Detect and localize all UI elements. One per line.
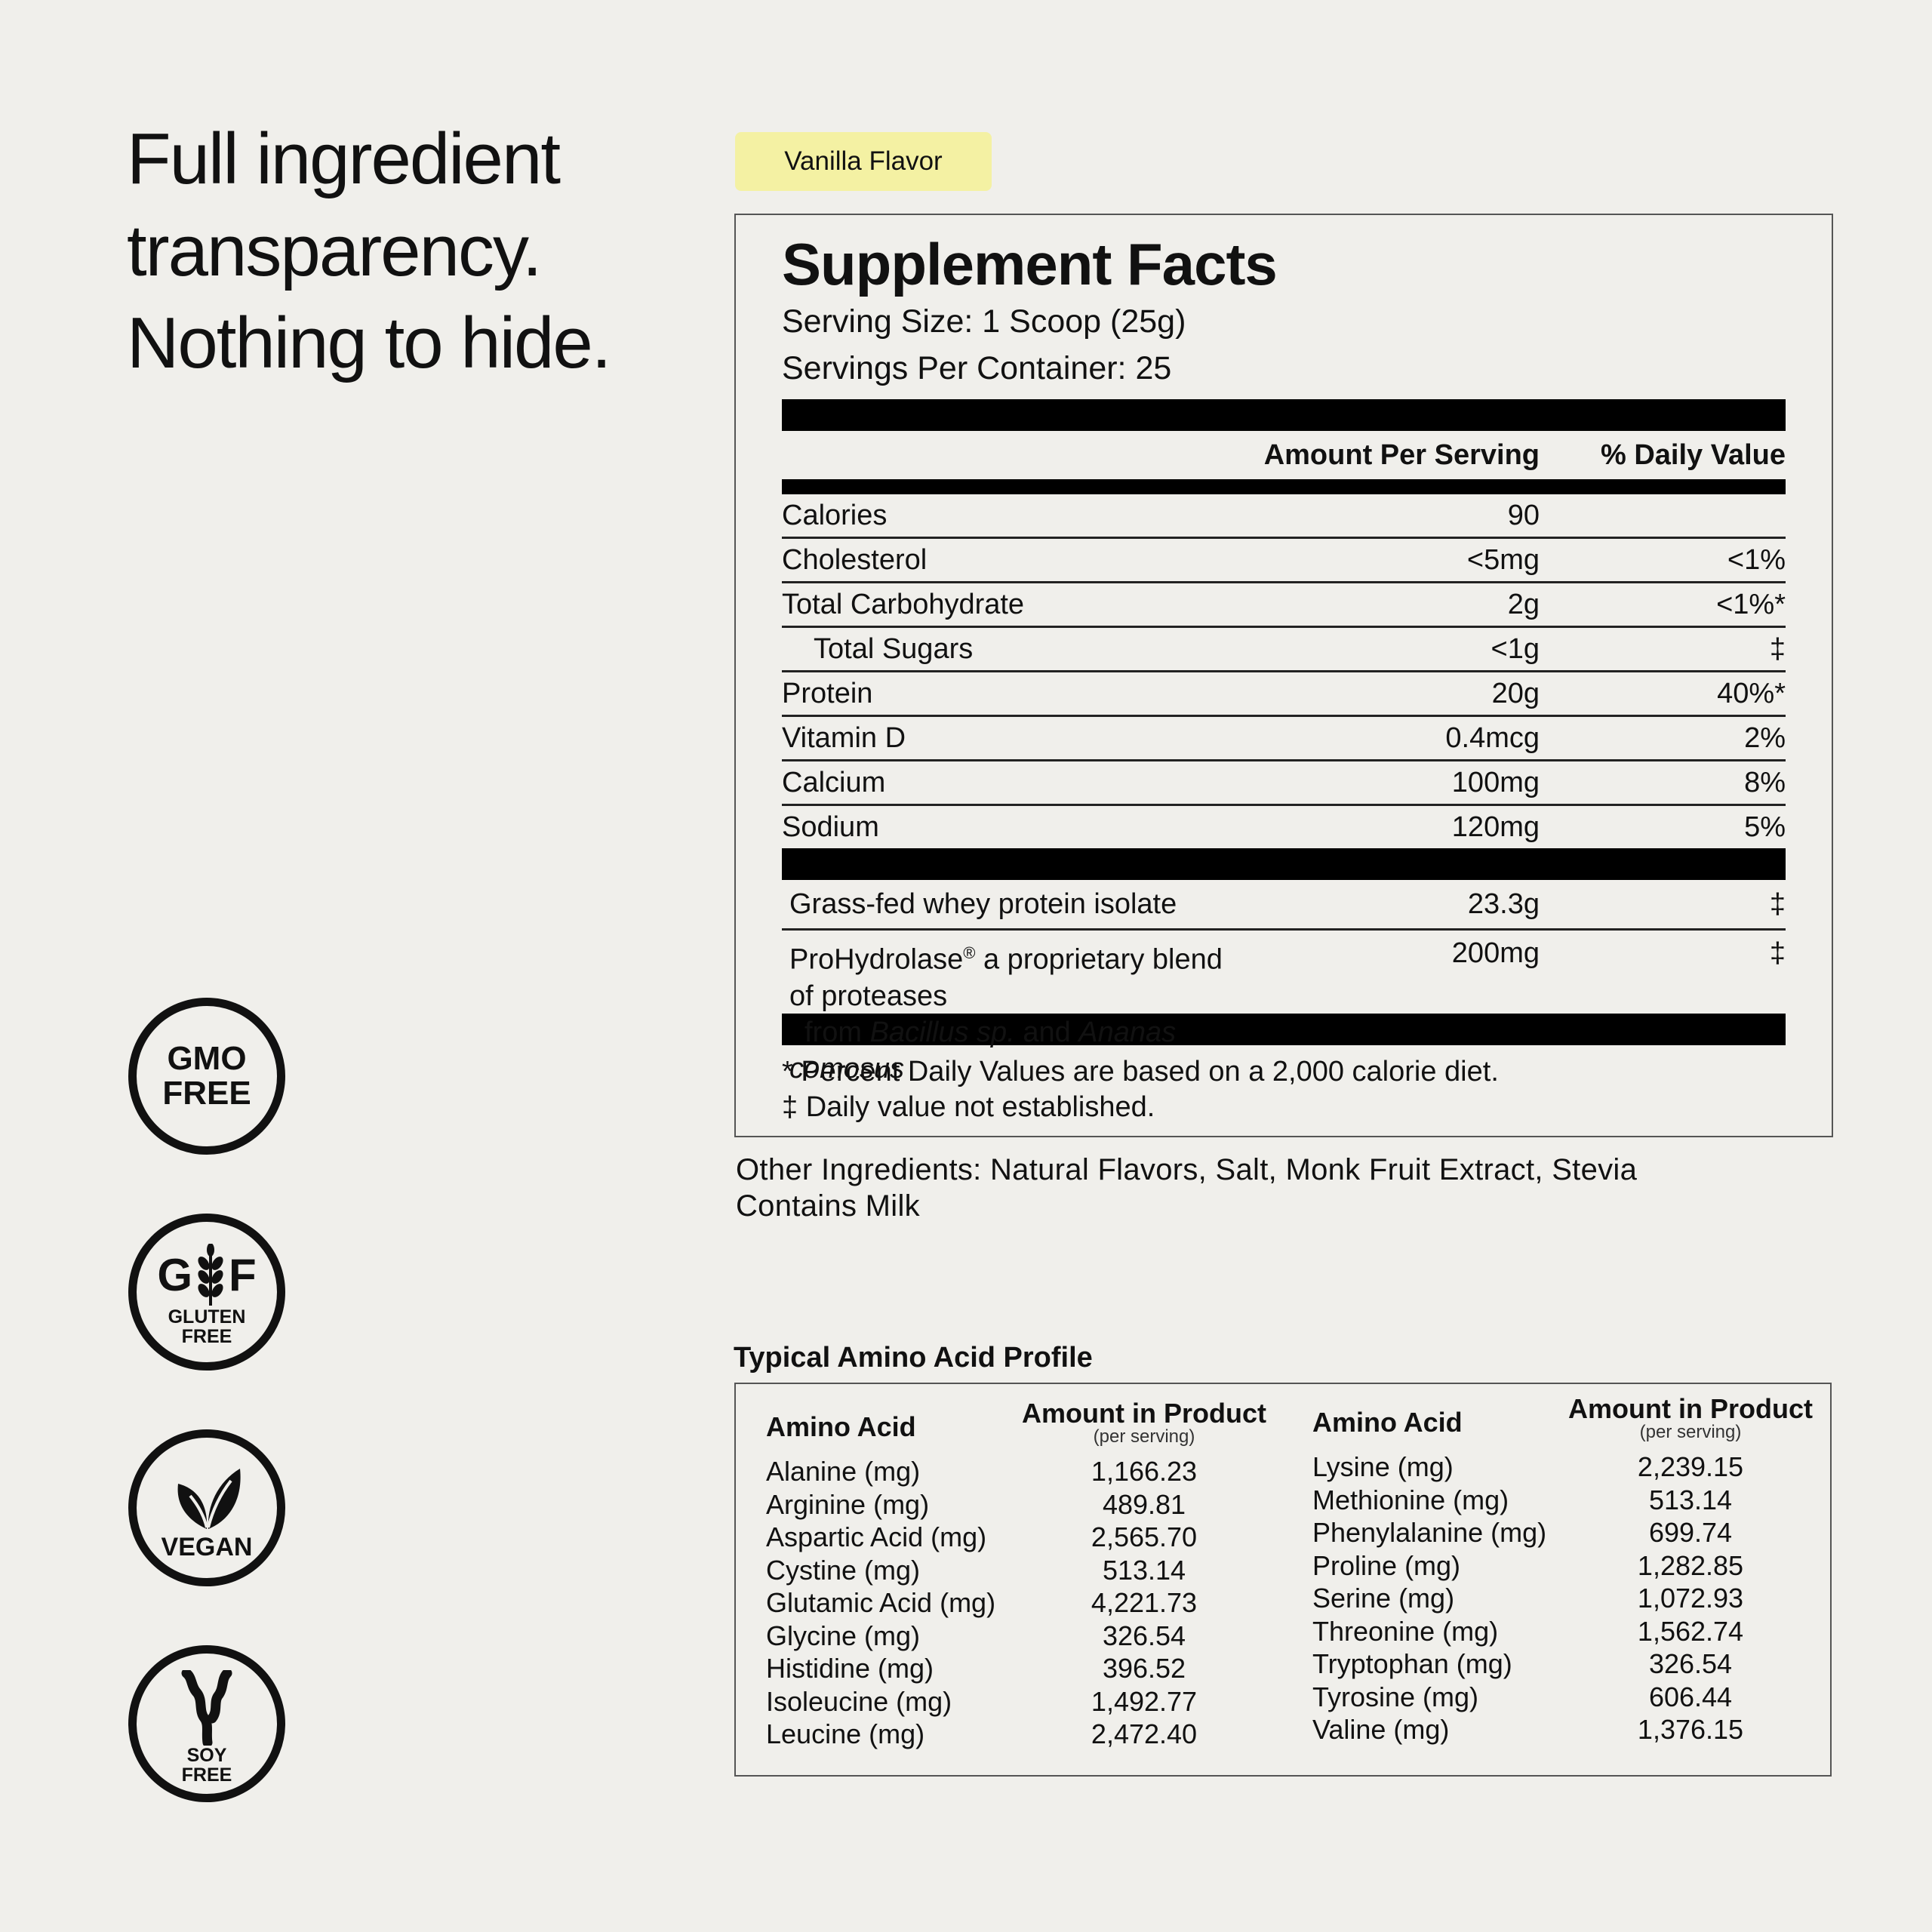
divider-bar bbox=[782, 399, 1786, 431]
ingredient-row: ProHydrolase® a proprietary blend of pro… bbox=[789, 937, 1786, 1084]
headline: Full ingredient transparency. Nothing to… bbox=[127, 113, 731, 389]
amino-row: Tyrosine (mg) 606.44 bbox=[1312, 1681, 1733, 1712]
divider-bar bbox=[782, 479, 1786, 494]
gmo-free-label-2: FREE bbox=[162, 1075, 251, 1112]
amino-header: Amino Acid Amount in Product (per serving… bbox=[766, 1398, 1266, 1447]
amino-row: Phenylalanine (mg) 699.74 bbox=[1312, 1517, 1733, 1548]
soy-free-badge: SOY FREE bbox=[128, 1645, 285, 1802]
gmo-free-label-1: GMO bbox=[167, 1040, 247, 1077]
divider-bar bbox=[782, 848, 1786, 880]
footnote-not-established: ‡ Daily value not established. bbox=[782, 1091, 1155, 1123]
gluten-free-letter-f: F bbox=[229, 1250, 257, 1300]
facts-header-row: Amount Per Serving % Daily Value bbox=[782, 431, 1786, 479]
servings-per-container: Servings Per Container: 25 bbox=[782, 350, 1172, 386]
other-ingredients-text: Other Ingredients: Natural Flavors, Salt… bbox=[736, 1153, 1638, 1186]
soy-free-label-1: SOY bbox=[186, 1745, 227, 1766]
amino-row: Cystine (mg) 513.14 bbox=[766, 1554, 1186, 1586]
flavor-tag: Vanilla Flavor bbox=[735, 132, 992, 191]
amino-column-right: Amino Acid Amount in Product (per serving… bbox=[1312, 1395, 1815, 1746]
facts-row: Cholesterol <5mg <1% bbox=[782, 539, 1786, 583]
amino-header: Amino Acid Amount in Product (per serving… bbox=[1312, 1393, 1813, 1442]
gmo-free-badge: GMO FREE bbox=[128, 998, 285, 1155]
amino-row: Aspartic Acid (mg) 2,565.70 bbox=[766, 1521, 1198, 1552]
facts-row: Total Sugars <1g ‡ bbox=[782, 628, 1786, 672]
amino-row: Alanine (mg) 1,166.23 bbox=[766, 1456, 1198, 1487]
headline-line-3: Nothing to hide. bbox=[127, 303, 611, 383]
soybean-icon bbox=[181, 1670, 232, 1746]
col-amount-header: Amount Per Serving bbox=[1263, 438, 1540, 471]
divider-bar bbox=[782, 1014, 1786, 1045]
headline-line-1: Full ingredient bbox=[127, 118, 561, 199]
amino-row: Tryptophan (mg) 326.54 bbox=[1312, 1648, 1733, 1679]
amino-row: Threonine (mg) 1,562.74 bbox=[1312, 1615, 1744, 1647]
facts-row: Total Carbohydrate 2g <1%* bbox=[782, 583, 1786, 628]
other-ingredients: Other Ingredients: Natural Flavors, Salt… bbox=[736, 1152, 1637, 1224]
vegan-badge: VEGAN bbox=[128, 1429, 285, 1586]
facts-row: Protein 20g 40%* bbox=[782, 672, 1786, 717]
amino-row: Proline (mg) 1,282.85 bbox=[1312, 1549, 1744, 1581]
gluten-free-letter-g: G bbox=[157, 1250, 192, 1300]
amino-row: Leucine (mg) 2,472.40 bbox=[766, 1718, 1198, 1749]
gluten-free-label-1: GLUTEN bbox=[168, 1306, 246, 1327]
amino-row: Glutamic Acid (mg) 4,221.73 bbox=[766, 1587, 1198, 1618]
amino-row: Glycine (mg) 326.54 bbox=[766, 1620, 1186, 1651]
footnote-daily-values: * Percent Daily Values are based on a 2,… bbox=[782, 1056, 1499, 1088]
wheat-icon bbox=[198, 1244, 223, 1306]
amino-row: Histidine (mg) 396.52 bbox=[766, 1653, 1186, 1684]
amino-profile-table: Amino Acid Amount in Product (per serving… bbox=[734, 1383, 1832, 1777]
col-dv-header: % Daily Value bbox=[1600, 438, 1786, 471]
amino-column-left: Amino Acid Amount in Product (per serving… bbox=[766, 1399, 1269, 1751]
facts-row: Calories 90 bbox=[782, 494, 1786, 539]
amino-row: Lysine (mg) 2,239.15 bbox=[1312, 1451, 1744, 1482]
amino-row: Methionine (mg) 513.14 bbox=[1312, 1484, 1733, 1515]
amino-row: Isoleucine (mg) 1,492.77 bbox=[766, 1685, 1198, 1717]
facts-row: Vitamin D 0.4mcg 2% bbox=[782, 717, 1786, 761]
amino-row: Valine (mg) 1,376.15 bbox=[1312, 1714, 1744, 1745]
vegan-label: VEGAN bbox=[161, 1533, 253, 1561]
facts-row: Sodium 120mg 5% bbox=[782, 811, 1786, 843]
facts-row: Calcium 100mg 8% bbox=[782, 761, 1786, 806]
gluten-free-label-2: FREE bbox=[181, 1326, 232, 1347]
amino-profile-title: Typical Amino Acid Profile bbox=[734, 1342, 1093, 1374]
amino-row: Serine (mg) 1,072.93 bbox=[1312, 1583, 1744, 1614]
ingredient-row: Grass-fed whey protein isolate 23.3g ‡ bbox=[782, 880, 1786, 931]
headline-line-2: transparency. bbox=[127, 211, 543, 291]
leaf-icon bbox=[177, 1469, 241, 1529]
facts-title: Supplement Facts bbox=[782, 231, 1278, 297]
serving-size: Serving Size: 1 Scoop (25g) bbox=[782, 303, 1186, 340]
amino-row: Arginine (mg) 489.81 bbox=[766, 1488, 1186, 1520]
gluten-free-badge: G F GLUTEN FREE bbox=[128, 1214, 285, 1371]
contains-milk-text: Contains Milk bbox=[736, 1189, 920, 1223]
soy-free-label-2: FREE bbox=[181, 1764, 232, 1786]
supplement-facts-panel: Supplement Facts Serving Size: 1 Scoop (… bbox=[734, 214, 1833, 1137]
